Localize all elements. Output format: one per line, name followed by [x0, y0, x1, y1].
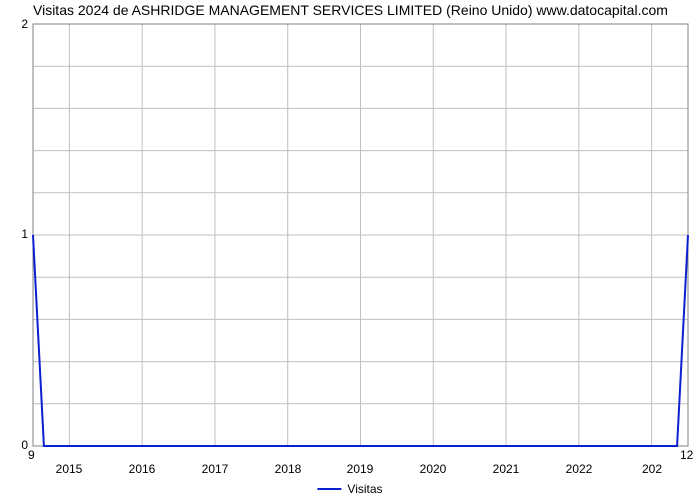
- y2-tick-0: 9: [28, 448, 52, 462]
- y-tick-1: 1: [4, 227, 28, 241]
- chart-legend: Visitas: [317, 482, 382, 496]
- x-tick-2015: 2015: [56, 462, 83, 476]
- x-tick-2017: 2017: [202, 462, 229, 476]
- chart-container: Visitas 2024 de ASHRIDGE MANAGEMENT SERV…: [0, 0, 700, 500]
- x-tick-last: 202: [642, 462, 662, 476]
- y2-tick-1: 12: [680, 448, 700, 462]
- x-tick-2021: 2021: [493, 462, 520, 476]
- y-tick-2: 2: [4, 17, 28, 31]
- x-tick-2019: 2019: [347, 462, 374, 476]
- y-tick-0: 0: [4, 438, 28, 452]
- x-tick-2018: 2018: [275, 462, 302, 476]
- x-tick-2020: 2020: [420, 462, 447, 476]
- legend-label: Visitas: [347, 482, 382, 496]
- chart-plot: [0, 0, 700, 500]
- x-tick-2022: 2022: [566, 462, 593, 476]
- legend-line-icon: [317, 488, 341, 490]
- x-tick-2016: 2016: [129, 462, 156, 476]
